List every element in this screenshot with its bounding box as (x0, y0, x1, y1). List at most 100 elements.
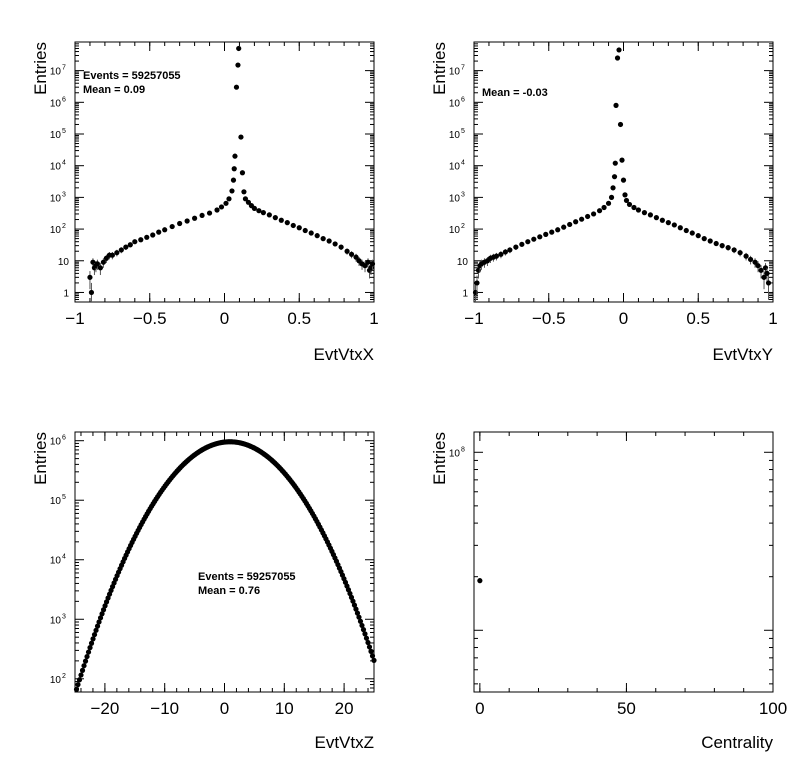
data-point (90, 636, 96, 642)
data-point (359, 622, 365, 629)
data-point (256, 208, 262, 214)
y-tick-label: 10 (50, 675, 62, 686)
plot-frame (473, 41, 774, 303)
data-point (235, 62, 241, 68)
data-point (537, 234, 543, 240)
data-point (266, 212, 272, 218)
y-tick-exponent: 6 (461, 96, 465, 103)
y-tick-label: 10 (449, 130, 461, 141)
data-point (653, 215, 659, 221)
data-point (99, 611, 105, 617)
data-point (94, 261, 101, 267)
data-point (150, 232, 156, 238)
data-point (308, 230, 314, 236)
data-point (713, 240, 719, 247)
y-axis-title: Entries (430, 42, 449, 95)
data-point (543, 231, 549, 237)
data-point (591, 211, 597, 217)
data-point (239, 170, 246, 176)
x-tick-label: 0 (220, 309, 229, 328)
data-point (354, 610, 361, 616)
y-tick-label: 10 (50, 67, 62, 78)
x-tick-label: −1 (464, 309, 483, 328)
data-point (356, 614, 362, 620)
y-tick-exponent: 4 (461, 160, 465, 167)
stats-text: Events = 59257055 (198, 571, 296, 583)
x-tick-label: 0.5 (287, 309, 311, 328)
x-tick-label: 0 (619, 309, 628, 328)
x-tick-label: −0.5 (133, 309, 167, 328)
y-tick-label: 10 (449, 193, 461, 204)
data-point (232, 153, 238, 159)
data-point (641, 210, 648, 216)
data-point (199, 212, 205, 219)
data-point (284, 220, 290, 226)
y-tick-label: 1 (63, 288, 69, 299)
data-point (242, 196, 249, 202)
data-point (619, 157, 625, 163)
data-point (296, 225, 302, 231)
y-tick-label: 10 (50, 98, 62, 109)
data-point (363, 635, 370, 641)
data-point (474, 280, 480, 286)
data-point (519, 241, 525, 247)
data-point (79, 667, 86, 673)
data-point (272, 215, 278, 221)
data-point (608, 194, 615, 200)
data-point (555, 227, 561, 233)
data-point (138, 237, 144, 243)
x-tick-label: 0.5 (686, 309, 710, 328)
y-tick-label: 10 (50, 130, 62, 141)
data-point (229, 188, 235, 194)
data-point (123, 244, 129, 250)
data-point (689, 230, 695, 236)
data-point (549, 229, 555, 235)
data-point (737, 250, 743, 256)
data-point (701, 236, 707, 242)
data-point (91, 631, 98, 638)
data-point (601, 204, 607, 211)
data-point (223, 200, 229, 206)
data-point (747, 256, 754, 263)
x-tick-label: 10 (275, 699, 294, 718)
data-point (610, 185, 616, 191)
data-point (725, 245, 731, 251)
x-axis-title: EvtVtxY (713, 345, 773, 364)
data-point (82, 658, 89, 664)
data-point (761, 274, 767, 280)
data-point (102, 603, 108, 609)
data-point (114, 250, 120, 256)
data-point (369, 653, 376, 659)
data-point (100, 607, 107, 613)
y-tick-exponent: 5 (62, 494, 66, 501)
data-point (616, 47, 622, 53)
y-tick-label: 10 (449, 448, 461, 459)
data-point (332, 241, 338, 247)
data-point (73, 686, 80, 692)
data-point (755, 263, 761, 269)
y-tick-label: 10 (50, 615, 62, 626)
data-point (353, 254, 359, 260)
data-point (371, 657, 377, 663)
data-point (85, 649, 92, 655)
x-tick-label: 0 (220, 699, 229, 718)
data-point (132, 239, 138, 245)
data-point (97, 615, 104, 621)
data-point (567, 221, 573, 228)
y-tick-label: 1 (462, 288, 468, 299)
y-tick-label: 10 (58, 257, 70, 268)
y-tick-exponent: 6 (62, 435, 66, 442)
data-point (278, 217, 284, 223)
data-point (683, 227, 689, 234)
data-point (87, 645, 93, 651)
data-point (493, 253, 500, 259)
data-point (88, 640, 95, 646)
data-point (177, 220, 183, 227)
data-point (96, 619, 102, 625)
y-tick-exponent: 7 (62, 65, 66, 72)
data-point (251, 205, 257, 211)
data-point (617, 121, 624, 128)
data-point (623, 197, 630, 204)
